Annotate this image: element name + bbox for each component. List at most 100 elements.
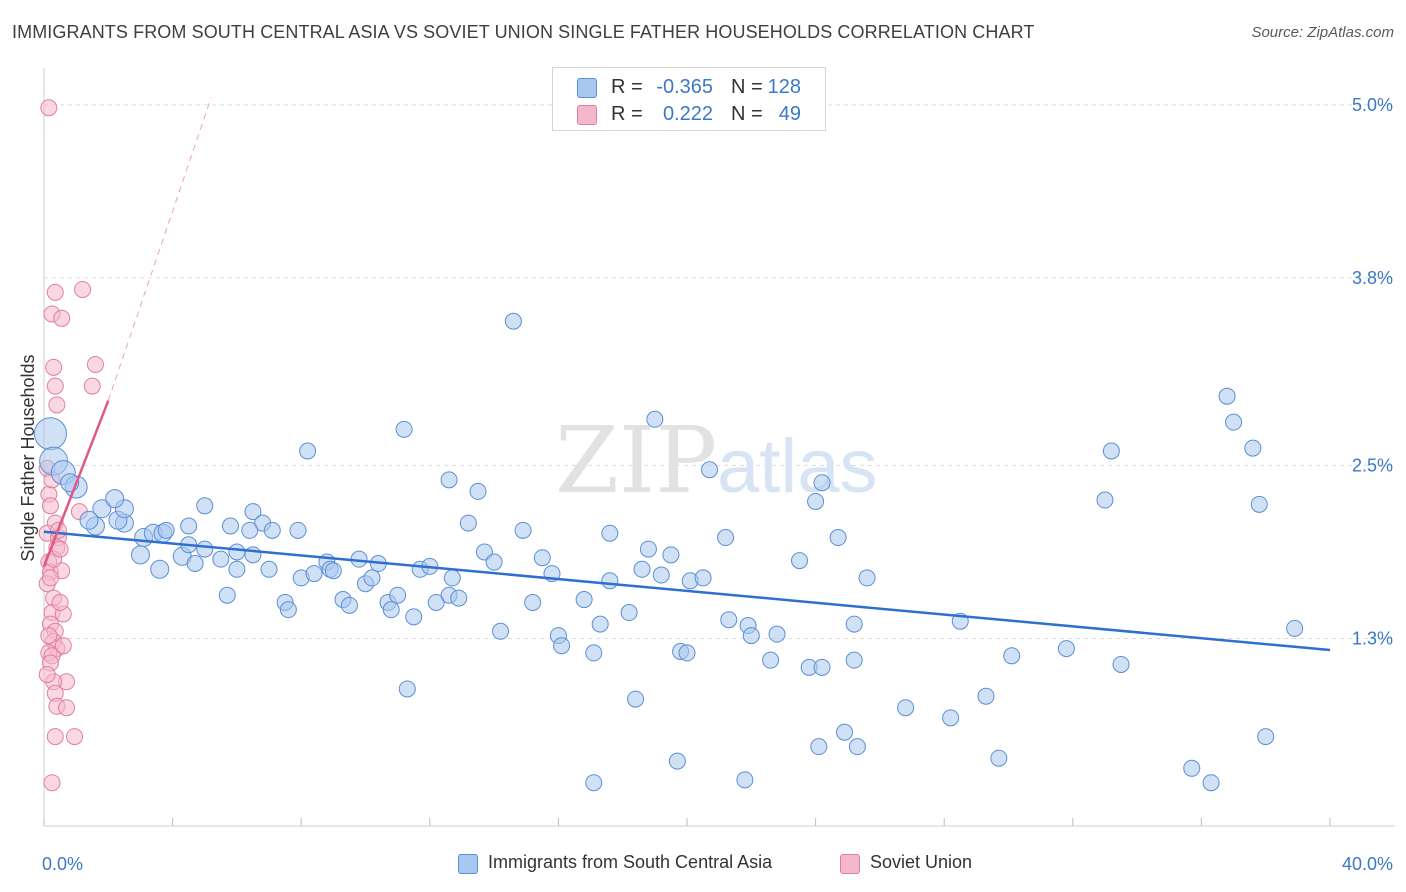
south-central-asia-point: [1202, 774, 1220, 792]
south-central-asia-point: [585, 774, 603, 792]
south-central-asia-point: [221, 517, 239, 535]
soviet-union-point: [53, 309, 71, 327]
south-central-asia-point: [196, 497, 214, 515]
soviet-union-trend-line: [42, 400, 110, 567]
south-central-asia-point: [1102, 442, 1120, 460]
south-central-asia-point: [105, 489, 125, 509]
soviet-union-points: [38, 99, 104, 792]
soviet-union-point: [46, 283, 64, 301]
south-central-asia-point: [340, 596, 358, 614]
south-central-asia-point: [263, 521, 281, 539]
south-central-asia-point: [533, 549, 551, 567]
legend-n-label: N =: [731, 103, 763, 125]
south-central-asia-point: [620, 604, 638, 622]
chart-title: IMMIGRANTS FROM SOUTH CENTRAL ASIA VS SO…: [12, 22, 1035, 42]
legend-n-value: 128: [767, 76, 801, 98]
south-central-asia-point: [196, 540, 214, 558]
legend-n-label: N =: [731, 76, 763, 98]
south-central-asia-point: [848, 738, 866, 756]
south-central-asia-point: [1286, 619, 1304, 637]
south-central-asia-point: [157, 521, 175, 539]
south-central-asia-point: [810, 738, 828, 756]
south-central-asia-point: [807, 492, 825, 510]
south-central-asia-point: [694, 569, 712, 587]
legend-r-label: R =: [611, 103, 643, 125]
soviet-union-point: [40, 627, 58, 645]
x-tick-labels: 0.0% 40.0%: [42, 854, 1393, 874]
south-central-asia-point: [514, 521, 532, 539]
south-central-asia-point: [459, 514, 477, 532]
soviet-union-point: [86, 355, 104, 373]
south-central-asia-point: [701, 461, 719, 479]
south-central-asia-point: [186, 555, 204, 572]
soviet-union-point: [41, 497, 59, 515]
south-central-asia-point: [813, 658, 831, 676]
watermark-atlas: atlas: [717, 424, 878, 509]
south-central-asia-point: [180, 517, 198, 535]
soviet-union-point: [51, 540, 69, 558]
soviet-union-point: [43, 774, 61, 792]
south-central-asia-point: [829, 529, 847, 547]
south-central-asia-point: [363, 569, 381, 587]
soviet-union-point: [40, 99, 58, 117]
south-central-asia-point: [639, 540, 657, 558]
south-central-asia-point: [791, 552, 809, 570]
south-central-asia-point: [717, 529, 735, 547]
south-central-asia-point: [720, 611, 738, 629]
soviet-union-point: [51, 593, 69, 611]
soviet-union-trend-extension: [107, 97, 212, 401]
south-central-asia-point: [1003, 647, 1021, 665]
south-central-asia-point: [427, 593, 445, 611]
south-central-asia-points: [33, 312, 1304, 792]
soviet-union-point: [48, 396, 66, 414]
south-central-asia-point: [150, 559, 170, 579]
south-central-asia-point: [212, 550, 230, 568]
south-central-asia-point: [1057, 640, 1075, 658]
south-central-asia-point: [382, 601, 400, 619]
soviet-union-point: [83, 377, 101, 395]
y-tick-label: 1.3%: [1352, 629, 1393, 649]
legend-swatch-blue: [577, 78, 597, 98]
south-central-asia-point: [1257, 728, 1275, 746]
south-central-asia-point: [469, 482, 487, 500]
south-central-asia-point: [228, 543, 246, 561]
south-central-asia-point: [299, 442, 317, 460]
south-central-asia-point: [768, 625, 786, 643]
south-central-asia-point: [485, 553, 503, 571]
south-central-asia-point: [1250, 495, 1268, 513]
soviet-union-point: [41, 569, 59, 587]
soviet-union-point: [45, 358, 63, 376]
soviet-union-point: [46, 377, 64, 395]
south-central-asia-point: [1244, 439, 1262, 457]
south-central-asia-point: [990, 749, 1008, 767]
south-central-asia-point: [130, 545, 150, 565]
south-central-asia-point: [450, 589, 468, 607]
legend-r-value: -0.365: [656, 76, 713, 98]
south-central-asia-point: [1096, 491, 1114, 509]
trend-lines: [42, 97, 1331, 652]
south-central-asia-point: [858, 569, 876, 587]
legend-r-value: 0.222: [662, 103, 713, 125]
soviet-union-point: [46, 728, 64, 746]
soviet-union-point: [54, 637, 72, 655]
bottom-legend-swatch-blue: [458, 854, 478, 874]
south-central-asia-point: [678, 644, 696, 662]
x-tick-label: 40.0%: [1342, 854, 1393, 874]
south-central-asia-point: [977, 687, 995, 705]
south-central-asia-point: [241, 521, 259, 539]
south-central-asia-point: [395, 420, 413, 438]
south-central-asia-point: [662, 546, 680, 564]
legend-row-pink: R = 0.222 N = 49: [553, 101, 825, 129]
legend-n-value: 49: [778, 103, 801, 125]
south-central-asia-point: [1218, 387, 1236, 405]
south-central-asia-point: [1183, 759, 1201, 777]
south-central-asia-point: [742, 627, 760, 645]
south-central-asia-point: [504, 312, 522, 330]
south-central-asia-point: [553, 637, 571, 655]
watermark-zip: ZIP: [555, 407, 717, 514]
y-tick-label: 2.5%: [1352, 455, 1393, 475]
south-central-asia-point: [405, 608, 423, 626]
source-credit: Source: ZipAtlas.com: [1251, 24, 1394, 41]
watermark: ZIP atlas: [555, 407, 878, 514]
